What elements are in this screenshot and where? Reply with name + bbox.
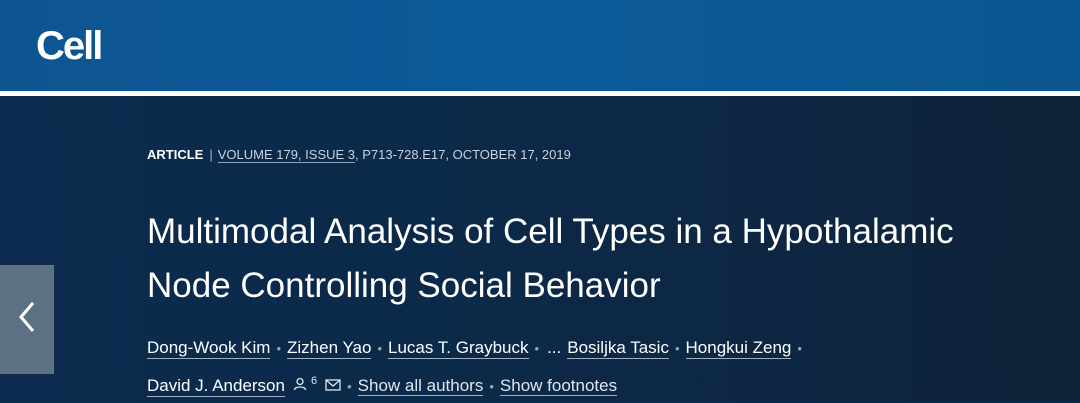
title-line-1: Multimodal Analysis of Cell Types in a H…: [147, 212, 954, 251]
bullet-separator: •: [489, 378, 494, 394]
bullet-separator: •: [674, 341, 680, 356]
author-list: Dong-Wook Kim • Zizhen Yao • Lucas T. Graybu…: [147, 332, 1047, 403]
chevron-left-icon: [17, 300, 37, 339]
bullet-separator: •: [797, 341, 802, 356]
author-link[interactable]: Bosiljka Tasic: [567, 338, 669, 359]
previous-article-button[interactable]: [0, 265, 54, 374]
author-link[interactable]: Zizhen Yao: [287, 338, 372, 359]
title-line-2: Node Controlling Social Behavior: [147, 266, 661, 305]
meta-separator: |: [209, 147, 213, 162]
bullet-separator: •: [276, 341, 282, 356]
article-hero: [0, 96, 1080, 402]
volume-issue-link[interactable]: VOLUME 179, ISSUE 3: [217, 147, 356, 163]
article-meta: ARTICLE | VOLUME 179, ISSUE 3, P713-728.E1…: [147, 146, 571, 164]
corresponding-count: 6: [310, 375, 318, 387]
person-icon[interactable]: [293, 370, 307, 402]
author-link[interactable]: Dong-Wook Kim: [147, 338, 271, 359]
article-title: Multimodal Analysis of Cell Types in a H…: [147, 205, 1047, 313]
author-link[interactable]: Hongkui Zeng: [685, 338, 792, 359]
bullet-separator: •: [534, 341, 540, 356]
mail-icon[interactable]: [325, 370, 341, 402]
author-link[interactable]: Lucas T. Graybuck: [388, 338, 529, 359]
authors-ellipsis: ...: [547, 338, 562, 357]
show-footnotes-link[interactable]: Show footnotes: [499, 375, 618, 396]
bullet-separator: •: [377, 341, 383, 356]
pages-date: , P713-728.E17, OCTOBER 17, 2019: [355, 147, 571, 162]
header-bar: Cell: [0, 0, 1080, 91]
cell-logo[interactable]: Cell: [36, 24, 103, 68]
show-all-authors-link[interactable]: Show all authors: [357, 375, 484, 396]
bullet-separator: •: [347, 378, 352, 394]
header-divider: [0, 91, 1080, 96]
article-type: ARTICLE: [147, 147, 204, 162]
author-link[interactable]: David J. Anderson: [147, 375, 285, 397]
